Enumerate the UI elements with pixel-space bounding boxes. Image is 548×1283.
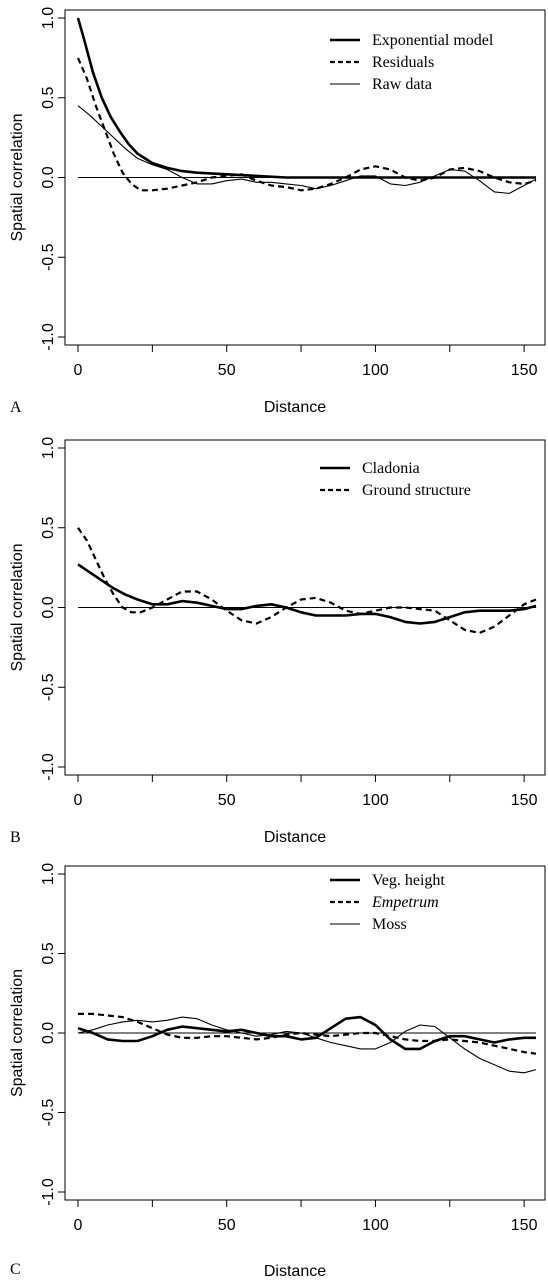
legend-label: Raw data xyxy=(372,76,432,93)
y-axis-label: Spatial correlation xyxy=(9,969,26,1097)
series-line-3 xyxy=(77,1016,537,1074)
x-tick-label: 50 xyxy=(218,792,236,809)
x-tick-label: 0 xyxy=(74,362,83,379)
y-tick-label: -0.5 xyxy=(40,243,57,271)
y-axis-label: Spatial correlation xyxy=(9,543,26,671)
x-tick-label: 50 xyxy=(218,362,236,379)
y-tick-label: 0.5 xyxy=(40,517,57,539)
y-tick-label: 0.5 xyxy=(40,942,57,964)
y-tick-label: 0.0 xyxy=(40,596,57,618)
y-tick-label: -1.0 xyxy=(40,323,57,351)
x-tick-label: 100 xyxy=(362,792,389,809)
panel-c: 1.0 0.5 0.0 -0.5 -1.0 0 50 100 150 Distance Spatia… xyxy=(9,863,546,1280)
legend-label: Residuals xyxy=(372,54,434,71)
series-line-1 xyxy=(77,563,537,625)
legend-label: Exponential model xyxy=(372,32,494,49)
x-tick-label: 100 xyxy=(362,362,389,379)
x-tick-label: 0 xyxy=(74,792,83,809)
legend-label: Empetrum xyxy=(371,894,439,911)
y-tick-label: -1.0 xyxy=(40,753,57,781)
legend-label: Veg. height xyxy=(372,872,445,889)
legend-label: Cladonia xyxy=(362,460,420,477)
panel-b: 1.0 0.5 0.0 -0.5 -1.0 0 50 100 150 Distance Spatia… xyxy=(9,437,546,846)
panel-letter: C xyxy=(10,1261,21,1278)
series-line-2 xyxy=(77,527,537,635)
legend-label: Ground structure xyxy=(362,482,471,499)
panel-letter: A xyxy=(10,399,22,416)
x-axis-label: Distance xyxy=(264,829,326,846)
x-tick-label: 150 xyxy=(511,792,538,809)
series-line-2 xyxy=(76,57,537,192)
y-tick-label: -1.0 xyxy=(40,1178,57,1206)
x-tick-label: 0 xyxy=(74,1217,83,1234)
series-line-1 xyxy=(77,1015,536,1051)
y-tick-label: 1.0 xyxy=(40,437,57,459)
y-axis-label: Spatial correlation xyxy=(9,113,26,241)
y-tick-label: 0.0 xyxy=(40,1022,57,1044)
panel-a: 1.0 0.5 0.0 -0.5 -1.0 0 50 100 150 Distance Spatia… xyxy=(9,7,546,416)
y-tick-label: 1.0 xyxy=(40,7,57,29)
panel-letter: B xyxy=(10,829,21,846)
x-tick-label: 50 xyxy=(218,1217,236,1234)
y-tick-label: 0.5 xyxy=(40,87,57,109)
series-line-3 xyxy=(77,105,537,194)
x-axis-label: Distance xyxy=(264,399,326,416)
y-tick-label: 1.0 xyxy=(40,863,57,885)
x-tick-label: 150 xyxy=(511,1217,538,1234)
x-tick-label: 100 xyxy=(362,1217,389,1234)
x-tick-label: 150 xyxy=(511,362,538,379)
x-axis-label: Distance xyxy=(264,1263,326,1280)
y-tick-label: -0.5 xyxy=(40,1099,57,1127)
y-tick-label: -0.5 xyxy=(40,673,57,701)
series-line-1 xyxy=(76,17,536,179)
legend-label: Moss xyxy=(372,916,407,933)
series-line-2 xyxy=(78,1012,537,1055)
y-tick-label: 0.0 xyxy=(40,166,57,188)
